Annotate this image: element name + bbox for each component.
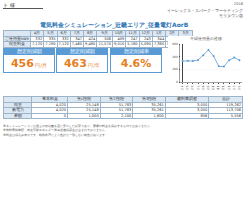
svg-text:200: 200	[172, 67, 178, 71]
svg-text:8月: 8月	[201, 86, 205, 90]
svg-text:7月: 7月	[196, 86, 200, 90]
svg-text:1月: 1月	[227, 86, 231, 90]
svg-text:400: 400	[172, 55, 178, 59]
svg-text:年間使用量の推移: 年間使用量の推移	[190, 36, 222, 41]
svg-text:600: 600	[172, 42, 178, 46]
svg-text:0: 0	[176, 80, 178, 84]
svg-text:2月: 2月	[232, 86, 236, 90]
svg-text:12月: 12月	[221, 86, 225, 90]
svg-text:9月: 9月	[206, 86, 210, 90]
svg-text:3月: 3月	[237, 86, 241, 90]
svg-text:11月: 11月	[216, 86, 220, 90]
svg-text:10月: 10月	[211, 86, 215, 90]
svg-text:5月: 5月	[185, 86, 189, 90]
svg-text:4月: 4月	[180, 86, 184, 90]
svg-text:6月: 6月	[190, 86, 194, 90]
